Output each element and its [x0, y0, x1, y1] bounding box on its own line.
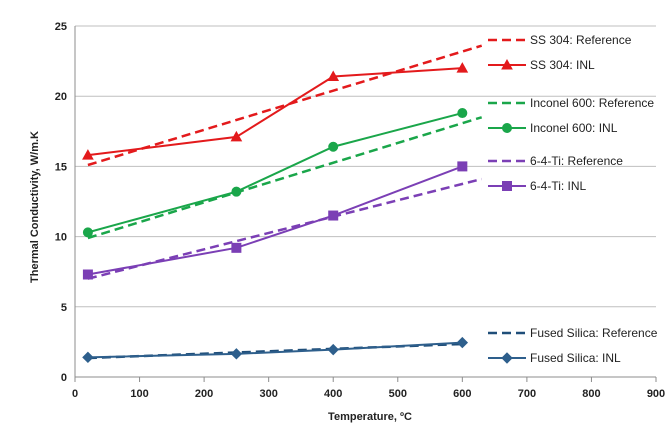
series-line-fused-silica-inl — [87, 341, 463, 359]
legend-label: SS 304: Reference — [530, 33, 632, 47]
legend-label: 6-4-Ti: Reference — [530, 154, 623, 168]
series-fused-silica-inl — [82, 336, 469, 364]
legend-marker — [501, 58, 513, 70]
legend-marker — [501, 352, 513, 364]
series-ss-304-inl — [82, 62, 469, 160]
y-tick-label: 10 — [55, 232, 67, 244]
legend-entry-inconel-600-inl: Inconel 600: INL — [488, 121, 618, 135]
data-point-fused-silica-inl — [456, 336, 469, 349]
x-tick-label: 700 — [518, 388, 536, 400]
x-tick-label: 800 — [582, 388, 600, 400]
series-6-4-ti-reference — [87, 177, 483, 280]
x-tick-label: 900 — [647, 388, 665, 400]
data-point-6-4-ti-inl — [457, 161, 468, 172]
data-point-6-4-ti-inl — [231, 242, 242, 253]
series-6-4-ti-inl — [82, 161, 468, 280]
y-tick-label: 5 — [61, 302, 67, 314]
gridlines — [75, 25, 656, 308]
legend-label: Inconel 600: Reference — [530, 96, 654, 110]
series-inconel-600-reference — [87, 116, 483, 240]
legend-marker — [502, 181, 512, 191]
data-point-ss-304-inl — [456, 62, 469, 73]
y-tick-label: 0 — [61, 372, 67, 384]
axes: 0 5 10 15 20 25 0 100 200 300 400 500 600 700 800 900 — [55, 21, 665, 400]
data-point-ss-304-inl — [82, 149, 94, 160]
x-tick-label: 600 — [453, 388, 471, 400]
legend-label: Fused Silica: INL — [530, 351, 621, 365]
y-tick-label: 20 — [55, 91, 67, 103]
legend-entry-ss-304-reference: SS 304: Reference — [488, 33, 632, 47]
series-line-6-4-ti-inl — [87, 165, 463, 276]
y-axis-title: Thermal Conductivity, W/m.K — [29, 131, 41, 283]
data-point-inconel-600-inl — [457, 108, 468, 119]
data-point-6-4-ti-inl — [328, 210, 339, 221]
legend-label: 6-4-Ti: INL — [530, 179, 587, 193]
x-tick-label: 300 — [259, 388, 277, 400]
x-tick-label: 0 — [72, 388, 78, 400]
legend-label: SS 304: INL — [530, 58, 595, 72]
legend-entry-fused-silica-reference: Fused Silica: Reference — [488, 326, 658, 340]
series-group — [82, 44, 483, 364]
legend-label: Fused Silica: Reference — [530, 326, 658, 340]
x-axis-title: Temperature, ºC — [328, 411, 412, 423]
data-point-inconel-600-inl — [328, 141, 339, 152]
data-point-ss-304-inl — [327, 70, 340, 82]
y-tick-label: 25 — [55, 21, 67, 33]
legend-entry-inconel-600-reference: Inconel 600: Reference — [488, 96, 654, 110]
series-line-ss-304-reference — [87, 44, 483, 167]
x-tick-label: 100 — [130, 388, 148, 400]
legend-entry-6-4-ti-reference: 6-4-Ti: Reference — [488, 154, 623, 168]
data-point-fused-silica-inl — [230, 348, 243, 360]
series-line-inconel-600-inl — [87, 112, 463, 234]
legend: SS 304: Reference SS 304: INL Inconel 600:… — [488, 33, 658, 365]
data-point-ss-304-inl — [230, 130, 243, 142]
legend-entry-6-4-ti-inl: 6-4-Ti: INL — [488, 179, 587, 193]
data-point-inconel-600-inl — [231, 186, 242, 197]
series-ss-304-reference — [87, 44, 483, 167]
series-line-inconel-600-reference — [87, 116, 483, 240]
x-tick-label: 500 — [389, 388, 407, 400]
series-line-ss-304-inl — [87, 67, 463, 157]
y-tick-label: 15 — [55, 161, 67, 173]
data-point-fused-silica-inl — [82, 351, 94, 364]
series-inconel-600-inl — [82, 108, 468, 238]
legend-entry-fused-silica-inl: Fused Silica: INL — [488, 351, 621, 365]
x-tick-label: 400 — [324, 388, 342, 400]
x-tick-label: 200 — [195, 388, 213, 400]
data-point-6-4-ti-inl — [82, 269, 93, 280]
legend-marker — [502, 123, 512, 133]
data-point-fused-silica-inl — [327, 343, 339, 356]
legend-label: Inconel 600: INL — [530, 121, 618, 135]
legend-entry-ss-304-inl: SS 304: INL — [488, 58, 595, 72]
series-line-6-4-ti-reference — [87, 177, 483, 280]
data-point-inconel-600-inl — [82, 227, 93, 238]
